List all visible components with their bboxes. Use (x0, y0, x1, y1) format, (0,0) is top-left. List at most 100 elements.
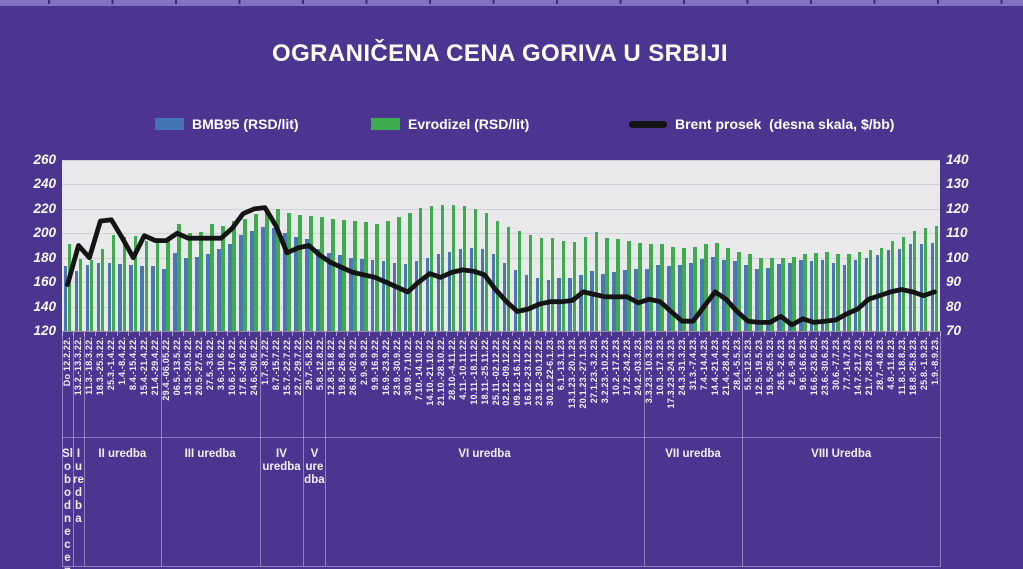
bar-bmb95 (930, 243, 935, 331)
x-axis-tick (907, 332, 909, 336)
y-axis-right-label: 70 (946, 323, 962, 338)
bar-bmb95 (623, 269, 627, 331)
bar-bmb95 (107, 262, 112, 331)
bmb95-swatch-icon (155, 118, 184, 130)
x-axis-label: 23.6.-30.6.23. (819, 337, 830, 396)
bar-bmb95 (491, 254, 496, 331)
bar-evrodizel (342, 219, 346, 331)
bar-bmb95 (425, 257, 430, 331)
x-axis-label: 9.6.-16.6.23. (797, 337, 808, 391)
x-axis-tick (226, 332, 228, 336)
bar-evrodizel (715, 243, 719, 331)
x-axis-label: 12.5.-19.5.23. (753, 337, 764, 396)
bar-evrodizel (254, 213, 258, 331)
bar-bmb95 (798, 260, 803, 331)
legend-item-brent: Brent prosek (desna skala, $/bb) (629, 115, 894, 133)
bar-evrodizel (188, 233, 193, 331)
x-axis-label: 02.12.-09.12.22. (501, 337, 512, 406)
x-axis-tick (501, 332, 502, 336)
x-axis-tick (632, 332, 634, 336)
x-axis-label: 1.9.-8.9.23. (929, 337, 940, 385)
x-axis-label: 25.11.-02.12.22. (490, 337, 501, 406)
bar-bmb95 (436, 254, 441, 331)
x-axis-tick (687, 332, 689, 336)
bar-bmb95 (842, 265, 847, 331)
x-axis-label: 1.4.-8.4.22. (117, 337, 128, 385)
x-axis-tick (731, 332, 733, 336)
x-axis-tick (94, 332, 96, 336)
bar-evrodizel (890, 240, 895, 331)
x-axis-tick (435, 332, 437, 336)
x-axis-label: 17.6.-24.6.22. (238, 337, 249, 396)
gridline (62, 306, 940, 308)
bar-evrodizel (638, 243, 642, 331)
x-axis-tick (621, 332, 623, 336)
x-axis-tick (270, 332, 272, 336)
bar-evrodizel (89, 260, 94, 331)
x-axis-label: 21.10.-28.10.22. (435, 337, 446, 406)
y-axis-left-label: 160 (33, 274, 56, 290)
brent-line-swatch-icon (629, 120, 667, 128)
y-axis-right-label: 100 (946, 249, 969, 265)
x-axis-tick (413, 332, 415, 336)
top-ruler-strip (0, 0, 1023, 6)
bar-evrodizel (572, 241, 577, 331)
y-axis-right-label: 110 (946, 225, 968, 241)
bar-bmb95 (217, 249, 221, 331)
bar-bmb95 (283, 233, 287, 331)
bar-bmb95 (162, 268, 166, 331)
legend-label-bmb95: BMB95 (RSD/lit) (192, 116, 299, 132)
bar-evrodizel (594, 232, 599, 331)
bar-bmb95 (744, 265, 748, 331)
gridline (62, 257, 940, 259)
x-axis-tick (215, 332, 217, 336)
y-axis-left-label: 200 (33, 225, 56, 241)
gridline (62, 160, 940, 161)
x-axis-label: 11.8.-18.8.23. (896, 337, 907, 395)
legend-item-evrodizel: Evrodizel (RSD/lit) (371, 115, 529, 133)
bar-evrodizel (912, 230, 917, 331)
x-axis-label: 2.6.-9.6.23. (786, 337, 797, 385)
bar-bmb95 (667, 266, 671, 331)
bar-evrodizel (122, 236, 127, 331)
bar-bmb95 (63, 266, 68, 331)
bar-evrodizel (835, 254, 840, 331)
bar-evrodizel (857, 251, 862, 331)
x-axis-label: 24.3.-31.3.23. (677, 337, 688, 396)
x-axis-tick (588, 332, 590, 336)
bar-bmb95 (458, 249, 463, 331)
x-axis-label: 22.7.-29.7.22. (292, 337, 303, 396)
x-axis-label: 13.5.-20.5.22. (183, 337, 194, 396)
bar-evrodizel (506, 227, 511, 331)
x-axis-tick (149, 332, 151, 336)
bar-bmb95 (546, 279, 551, 331)
x-axis-label: 25.3.-1.4.22. (106, 337, 117, 391)
bar-evrodizel (396, 217, 401, 331)
x-axis-tick (105, 332, 107, 336)
bar-evrodizel (177, 223, 182, 331)
bar-evrodizel (517, 230, 522, 331)
x-axis-label: 26.8.-02.9.22. (347, 337, 358, 396)
x-axis-tick (171, 332, 173, 336)
bar-evrodizel (627, 240, 632, 331)
x-axis-label: Do 12.2.22. (62, 337, 73, 387)
bar-evrodizel (879, 247, 884, 331)
x-axis-label: 21.4.-29.4.22. (150, 337, 161, 396)
bar-evrodizel (429, 206, 434, 331)
group-separator (940, 332, 941, 566)
x-axis-label: 17.2.-24.2.23. (622, 337, 633, 396)
bar-bmb95 (140, 266, 145, 331)
x-axis-tick (424, 332, 426, 336)
bar-bmb95 (612, 272, 616, 331)
x-axis-label: 3.6.-10.6.22. (216, 337, 227, 391)
bar-bmb95 (96, 262, 101, 331)
region-label: Slobodne cene (62, 448, 73, 569)
bar-bmb95 (513, 269, 518, 331)
y-axis-right-label: 80 (946, 298, 962, 314)
bar-evrodizel (78, 258, 83, 331)
bar-evrodizel (298, 214, 302, 331)
x-axis-tick (347, 332, 349, 336)
bar-evrodizel (814, 252, 818, 331)
group-separator (259, 332, 261, 566)
x-axis-label: 28.4.-5.5.23. (731, 337, 742, 391)
